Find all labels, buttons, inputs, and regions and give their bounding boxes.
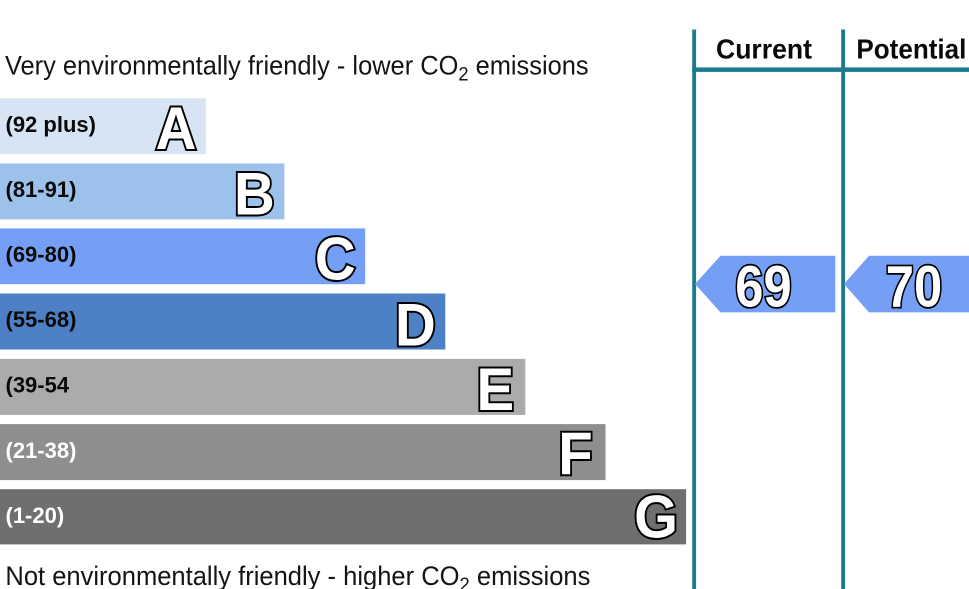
svg-text:(21-38): (21-38) xyxy=(6,438,77,463)
svg-text:(55-68): (55-68) xyxy=(6,307,77,332)
svg-text:B: B xyxy=(234,161,275,228)
svg-text:D: D xyxy=(395,292,436,359)
svg-text:F: F xyxy=(558,421,592,488)
svg-text:C: C xyxy=(315,226,356,293)
svg-text:Not environmentally friendly -: Not environmentally friendly - higher CO… xyxy=(5,561,590,589)
svg-text:(1-20): (1-20) xyxy=(6,503,65,528)
svg-text:Very environmentally friendly: Very environmentally friendly - lower CO… xyxy=(5,51,589,86)
svg-text:Potential: Potential xyxy=(856,33,966,64)
svg-text:(39-54: (39-54 xyxy=(6,373,70,398)
svg-text:70: 70 xyxy=(886,254,942,319)
svg-text:E: E xyxy=(476,356,514,423)
svg-text:G: G xyxy=(634,484,678,551)
svg-text:(69-80): (69-80) xyxy=(6,242,77,267)
svg-text:(92 plus): (92 plus) xyxy=(6,112,96,137)
svg-text:69: 69 xyxy=(735,254,791,319)
svg-text:Current: Current xyxy=(716,33,812,64)
svg-text:A: A xyxy=(156,96,197,163)
svg-text:(81-91): (81-91) xyxy=(6,177,77,202)
